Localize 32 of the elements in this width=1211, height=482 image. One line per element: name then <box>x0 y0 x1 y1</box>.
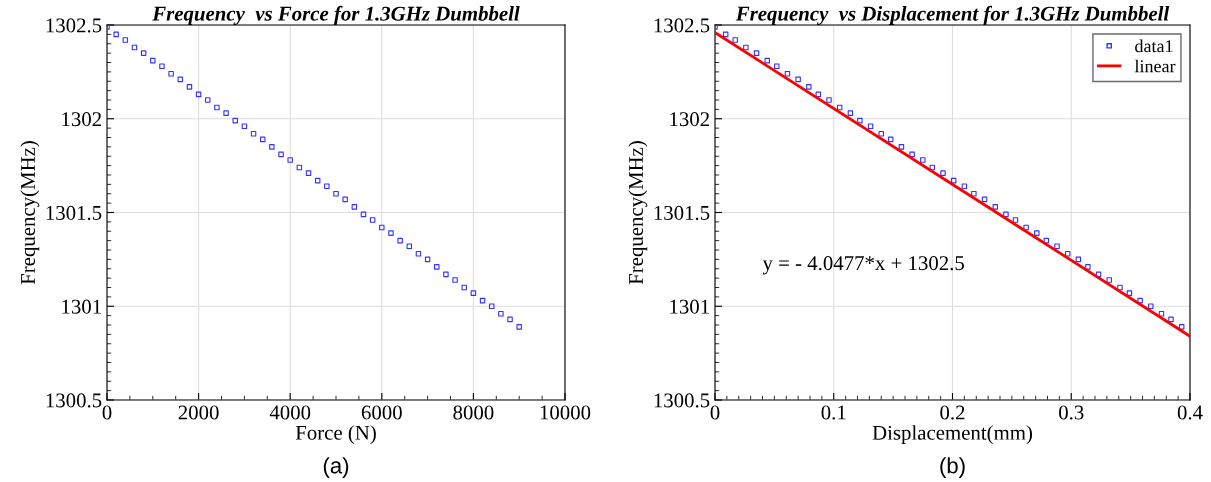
x-axis-title: Displacement(mm) <box>872 425 1032 445</box>
x-tick-label: 0 <box>710 405 720 420</box>
chart-title: Frequency vs Displacement for 1.3GHz Dumbbell <box>735 5 1170 25</box>
x-tick-label: 10000 <box>540 405 591 420</box>
y-tick-label: 1302.5 <box>46 18 102 33</box>
x-tick-label: 0 <box>102 405 112 420</box>
y-tick-label: 1301 <box>670 299 709 314</box>
x-tick-label: 0.4 <box>1177 405 1203 420</box>
legend-label: linear <box>1134 59 1176 73</box>
x-tick-label: 2000 <box>178 405 219 420</box>
y-tick-label: 1302.5 <box>654 18 710 33</box>
x-tick-label: 0.1 <box>821 405 846 420</box>
x-tick-label: 0.3 <box>1059 405 1084 420</box>
x-tick-label: 6000 <box>361 405 402 420</box>
y-tick-label: 1302 <box>670 112 709 127</box>
chart-title: Frequency vs Force for 1.3GHz Dumbbell <box>152 5 520 25</box>
x-tick-label: 8000 <box>453 405 494 420</box>
y-axis-title: Frequency(MHz) <box>628 141 648 285</box>
y-axis-title: Frequency(MHz) <box>20 141 40 285</box>
y-tick-label: 1301 <box>62 299 101 314</box>
y-tick-label: 1300.5 <box>654 393 710 408</box>
y-tick-label: 1302 <box>62 112 101 127</box>
legend-label: data1 <box>1135 39 1173 53</box>
text: (b) <box>940 457 965 478</box>
x-tick-label: 0.2 <box>940 405 965 420</box>
x-axis-title: Force (N) <box>295 425 376 445</box>
x-tick-label: 4000 <box>269 405 311 420</box>
y-tick-label: 1301.5 <box>46 205 102 221</box>
y-tick-label: 1301.5 <box>654 205 710 221</box>
annotation: y = - 4.0477*x + 1302.5 <box>762 256 964 275</box>
y-tick-label: 1300.5 <box>46 393 102 408</box>
text: (a) <box>323 457 349 478</box>
